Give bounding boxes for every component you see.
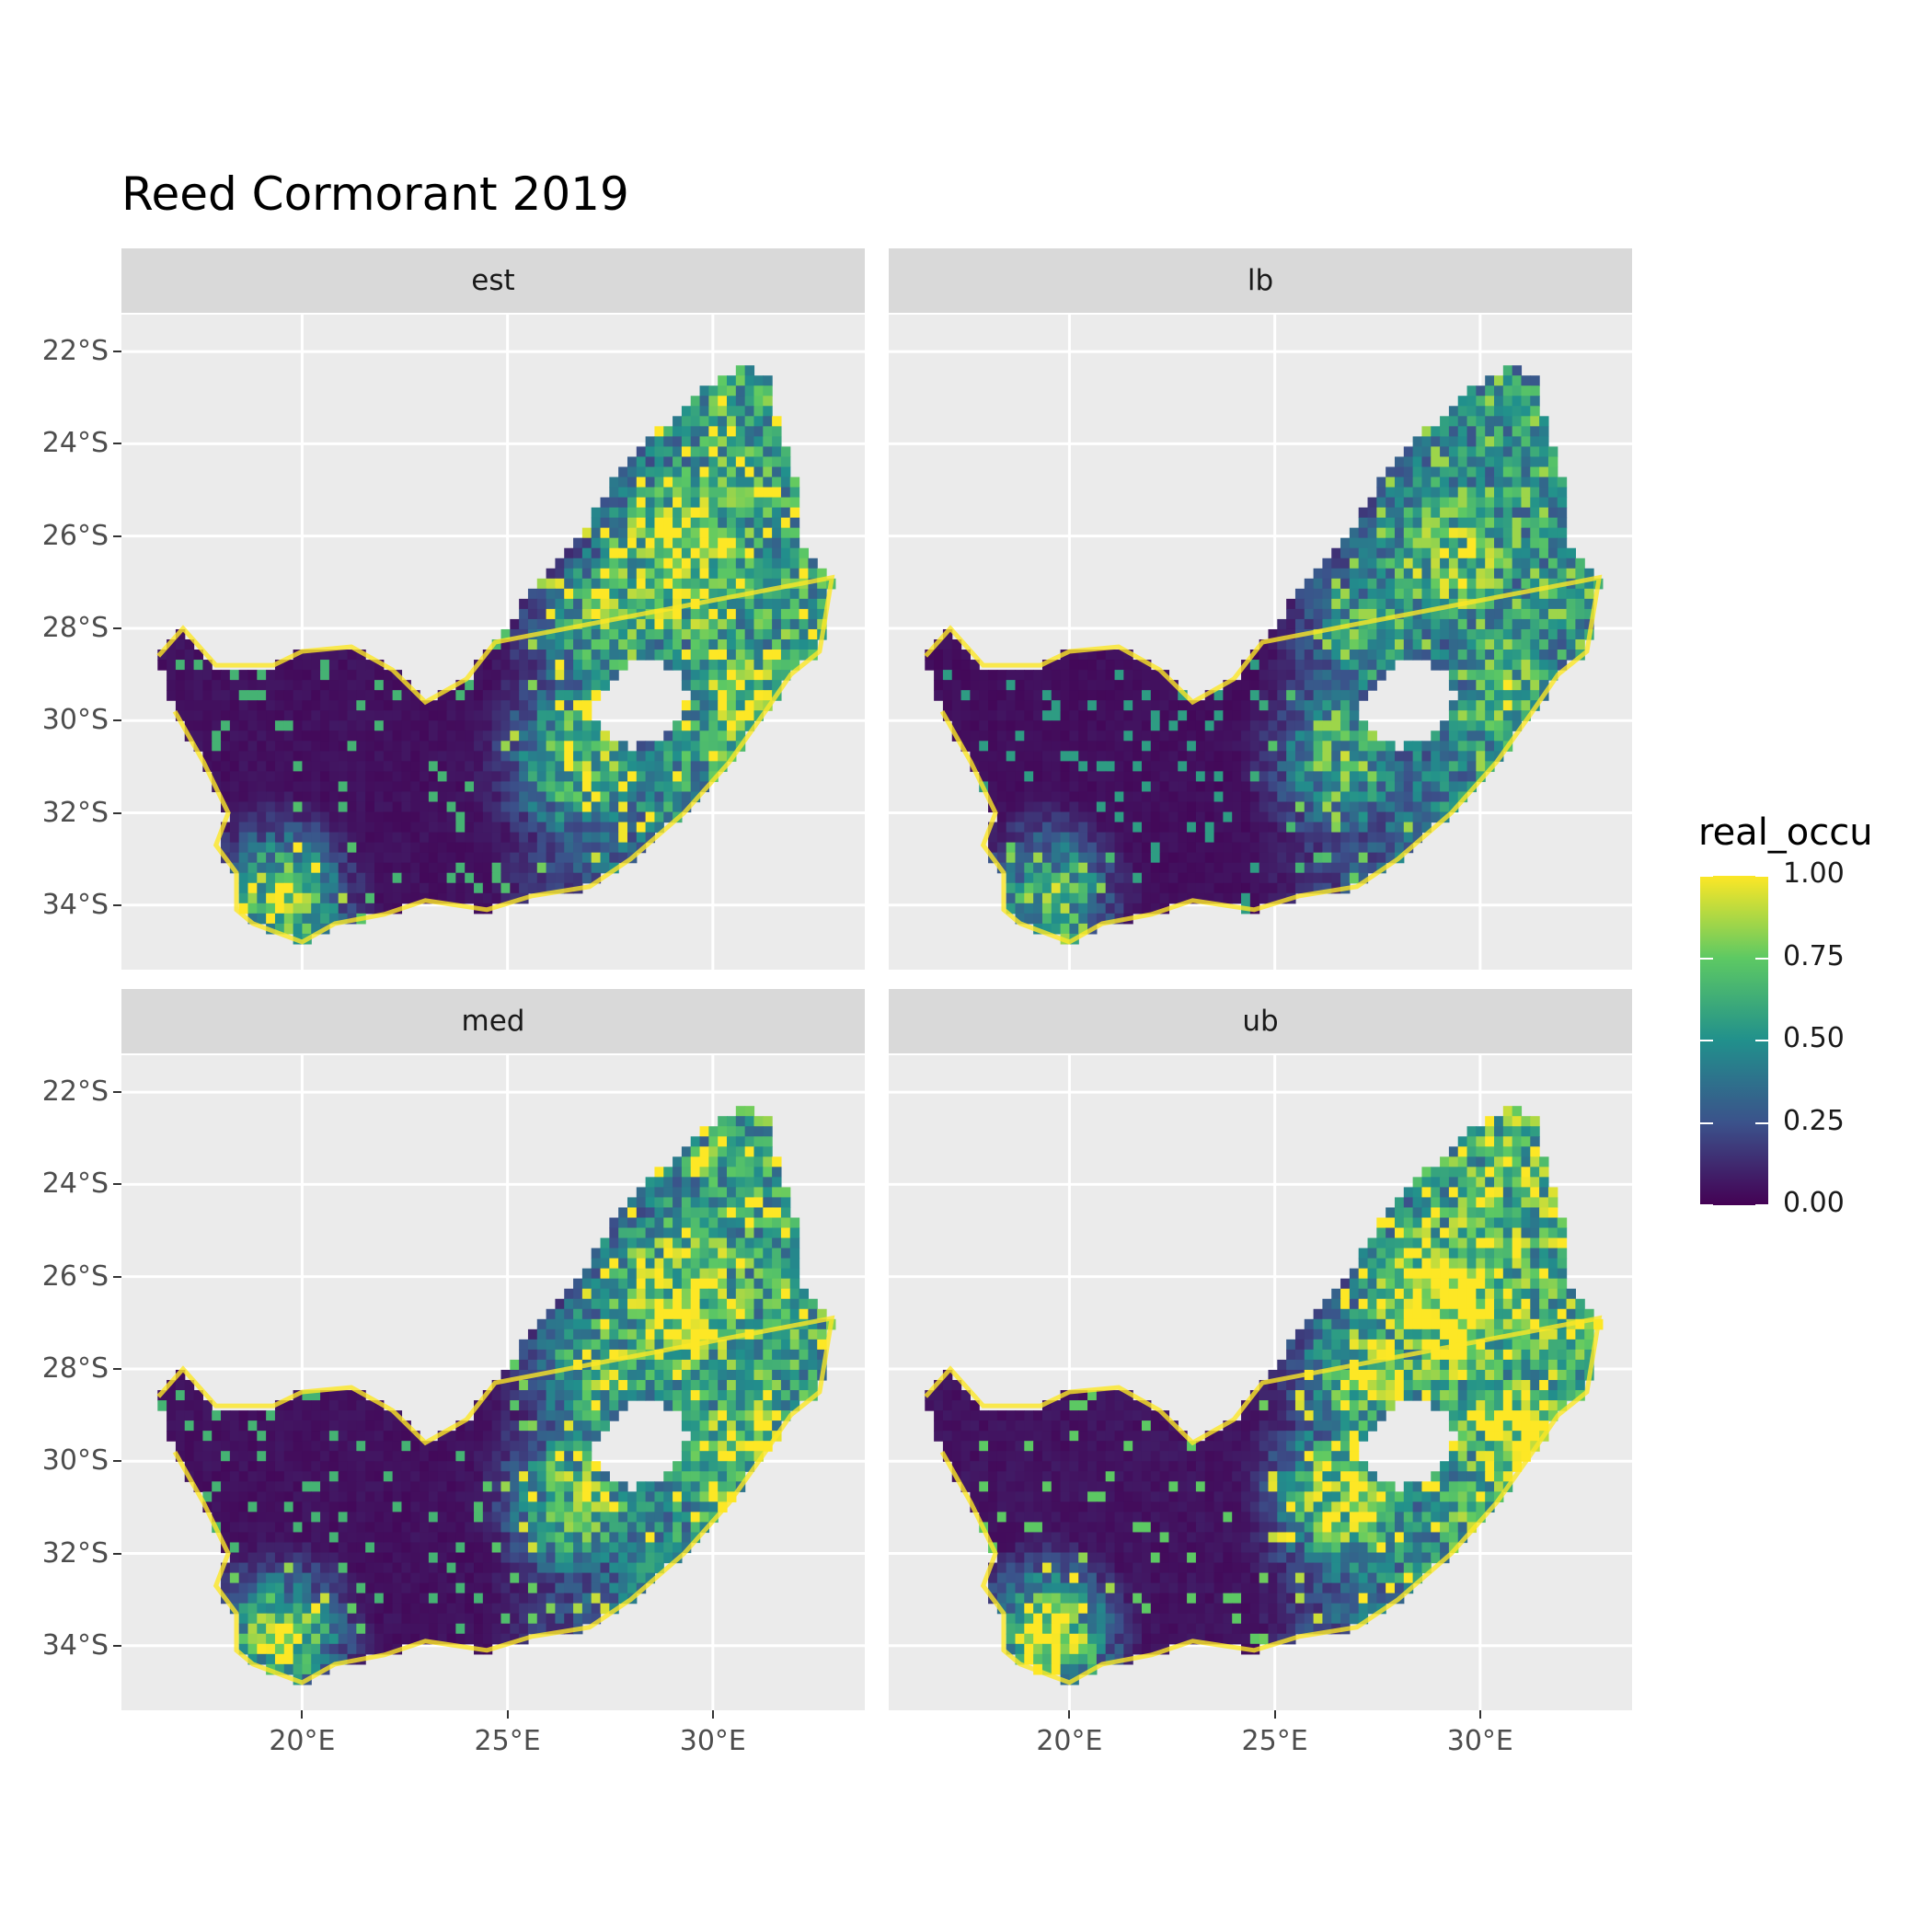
legend-label: 0.25 bbox=[1783, 1104, 1845, 1137]
y-tick-label: 28°S bbox=[41, 1351, 109, 1385]
legend-tick bbox=[1700, 957, 1713, 960]
map-ub bbox=[889, 1055, 1632, 1710]
legend-tick bbox=[1755, 1121, 1768, 1124]
coastline bbox=[924, 574, 1603, 945]
y-tick-label: 26°S bbox=[41, 1259, 109, 1293]
y-tick-label: 22°S bbox=[41, 1075, 109, 1109]
facet-panel-ub bbox=[889, 1055, 1632, 1710]
y-tick-label: 22°S bbox=[41, 335, 109, 368]
y-tick-mark bbox=[113, 719, 121, 722]
legend-tick bbox=[1755, 875, 1768, 877]
coastline bbox=[924, 1315, 1603, 1685]
y-tick-label: 28°S bbox=[41, 611, 109, 644]
y-tick-label: 32°S bbox=[41, 796, 109, 829]
x-tick-label: 20°E bbox=[1036, 1725, 1103, 1757]
y-tick-mark bbox=[113, 627, 121, 629]
y-tick-label: 34°S bbox=[41, 888, 109, 921]
y-tick-mark bbox=[113, 1091, 121, 1094]
y-tick-mark bbox=[113, 1183, 121, 1186]
legend-tick bbox=[1700, 1121, 1713, 1124]
facet-strip-lb: lb bbox=[889, 248, 1632, 313]
coastline bbox=[156, 574, 835, 945]
y-tick-label: 32°S bbox=[41, 1536, 109, 1570]
map-med bbox=[121, 1055, 865, 1710]
map-est bbox=[121, 315, 865, 970]
legend-tick bbox=[1755, 1040, 1768, 1041]
x-tick-label: 20°E bbox=[269, 1725, 336, 1757]
y-tick-label: 30°S bbox=[41, 704, 109, 737]
y-tick-mark bbox=[113, 903, 121, 906]
legend-label: 1.00 bbox=[1783, 857, 1845, 890]
occupancy-raster bbox=[925, 1106, 1604, 1685]
legend-tick bbox=[1755, 1204, 1768, 1206]
y-tick-label: 30°S bbox=[41, 1444, 109, 1478]
x-tick-mark bbox=[711, 1710, 714, 1719]
x-tick-label: 30°E bbox=[1446, 1725, 1513, 1757]
y-tick-mark bbox=[113, 1644, 121, 1647]
facet-strip-ub: ub bbox=[889, 989, 1632, 1053]
y-tick-label: 34°S bbox=[41, 1628, 109, 1662]
y-tick-mark bbox=[113, 1460, 121, 1463]
legend-title: real_occu bbox=[1698, 811, 1873, 854]
facet-strip-med: med bbox=[121, 989, 865, 1053]
occupancy-raster bbox=[925, 365, 1604, 945]
y-tick-mark bbox=[113, 1275, 121, 1278]
y-tick-mark bbox=[113, 811, 121, 814]
y-tick-label: 24°S bbox=[41, 427, 109, 460]
x-tick-label: 30°E bbox=[679, 1725, 746, 1757]
occupancy-raster bbox=[157, 1106, 836, 1685]
y-tick-mark bbox=[113, 443, 121, 445]
legend-tick bbox=[1700, 875, 1713, 877]
facet-strip-est: est bbox=[121, 248, 865, 313]
y-tick-mark bbox=[113, 535, 121, 537]
legend-tick bbox=[1700, 1040, 1713, 1041]
y-tick-mark bbox=[113, 1367, 121, 1370]
x-tick-mark bbox=[1068, 1710, 1071, 1719]
facet-panel-med bbox=[121, 1055, 865, 1710]
coastline bbox=[156, 1315, 835, 1685]
legend-tick bbox=[1755, 957, 1768, 960]
facet-panel-lb bbox=[889, 315, 1632, 970]
x-tick-mark bbox=[1478, 1710, 1481, 1719]
y-tick-label: 26°S bbox=[41, 519, 109, 552]
y-tick-mark bbox=[113, 1552, 121, 1555]
chart-title: Reed Cormorant 2019 bbox=[121, 167, 629, 221]
x-tick-label: 25°E bbox=[1241, 1725, 1308, 1757]
legend-label: 0.75 bbox=[1783, 939, 1845, 972]
x-tick-mark bbox=[506, 1710, 509, 1719]
x-tick-label: 25°E bbox=[474, 1725, 541, 1757]
legend-tick bbox=[1700, 1204, 1713, 1206]
y-tick-label: 24°S bbox=[41, 1167, 109, 1201]
legend-label: 0.00 bbox=[1783, 1187, 1845, 1219]
map-lb bbox=[889, 315, 1632, 970]
x-tick-mark bbox=[301, 1710, 304, 1719]
x-tick-mark bbox=[1273, 1710, 1276, 1719]
occupancy-raster bbox=[157, 365, 836, 945]
y-tick-mark bbox=[113, 351, 121, 353]
legend-label: 0.50 bbox=[1783, 1022, 1845, 1054]
facet-panel-est bbox=[121, 315, 865, 970]
